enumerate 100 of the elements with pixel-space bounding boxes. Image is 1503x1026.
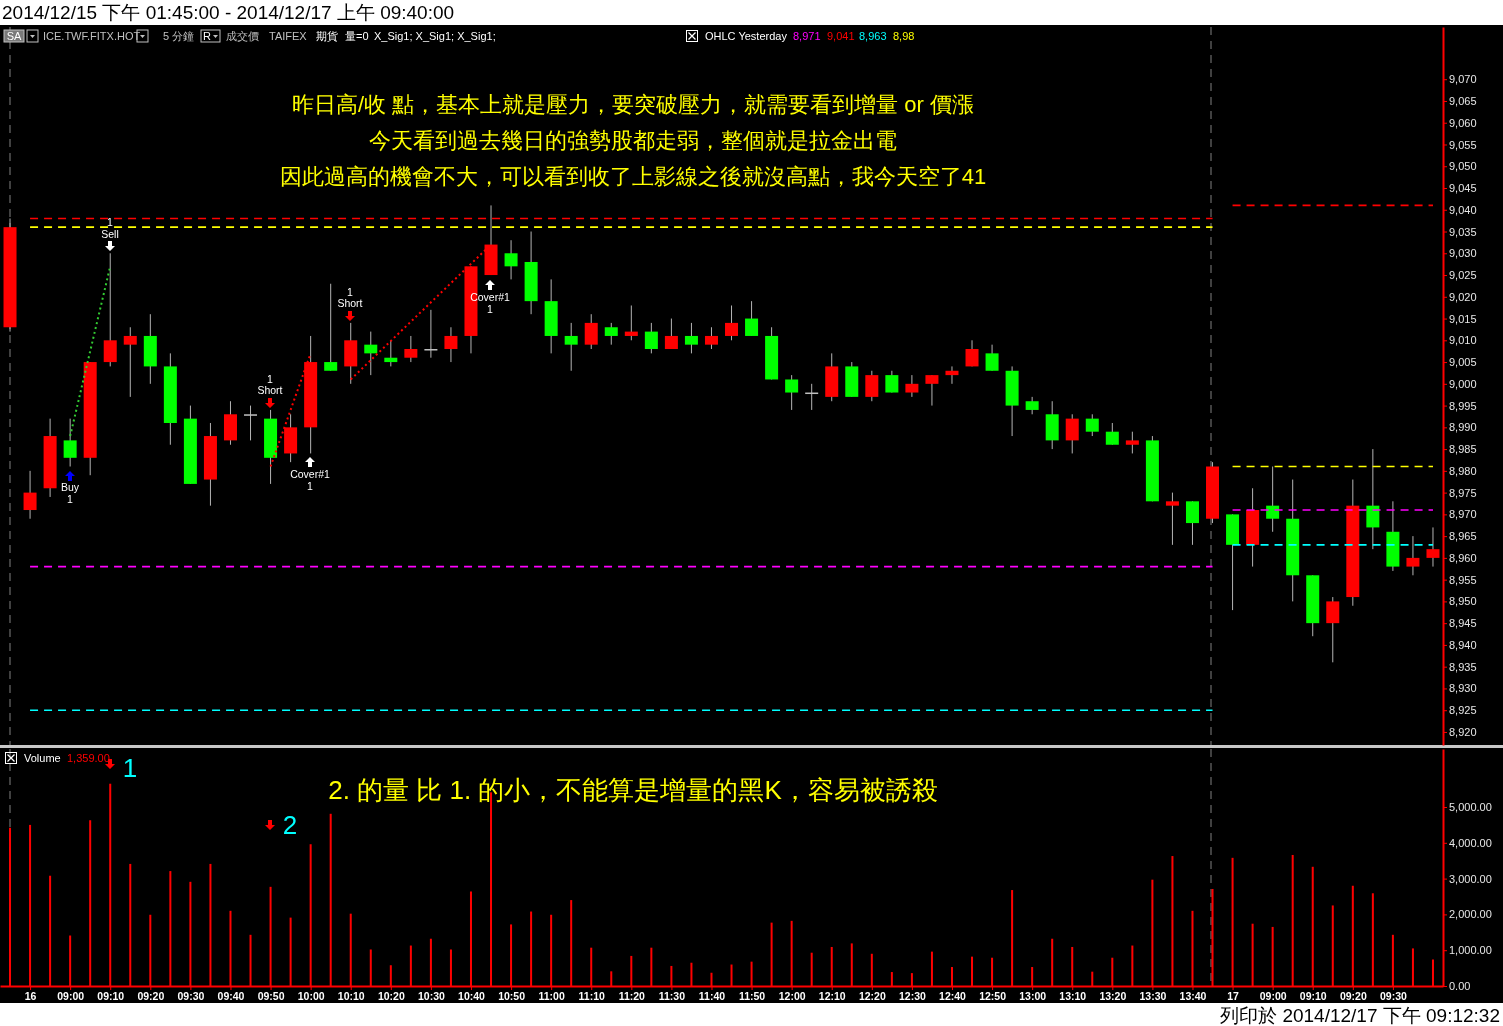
bar [790, 920, 793, 986]
annotation: 2 [282, 810, 298, 840]
candlestick [905, 374, 919, 398]
y-tick-label: 8,980 [1449, 464, 1477, 477]
y-tick-label: 4,000.00 [1449, 836, 1492, 849]
bar [1231, 857, 1234, 986]
x-tick-label: 13:20 [1099, 990, 1127, 1003]
x-tick-label: 12:20 [858, 990, 886, 1003]
chart-title: 2014/12/15 下午 01:45:00 - 2014/12/17 上午 09:40:00 [2, 2, 455, 23]
candlestick [23, 470, 37, 520]
y-tick-label: 0.00 [1449, 980, 1471, 993]
annotation: X_Sig1; X_Sig1; X_Sig1; [374, 30, 496, 42]
candlestick [1366, 448, 1380, 550]
candlestick [324, 283, 338, 372]
candlestick [364, 331, 378, 376]
annotation: 8,98 [893, 30, 915, 42]
y-tick-label: 9,010 [1449, 334, 1477, 347]
y-tick-label: 8,970 [1449, 508, 1477, 521]
y-tick-label: 9,020 [1449, 290, 1477, 303]
x-tick-label: 13:40 [1179, 990, 1207, 1003]
x-tick-label: 12:50 [979, 990, 1007, 1003]
y-tick-label: 5,000.00 [1449, 801, 1492, 814]
candlestick [644, 322, 658, 354]
y-tick-label: 9,015 [1449, 312, 1477, 325]
annotation: 1,359.00 [67, 752, 110, 764]
candlestick [1065, 413, 1079, 454]
x-tick-label: 11:00 [538, 990, 565, 1003]
x-tick-label: 11:50 [738, 990, 766, 1003]
candlestick [103, 252, 117, 367]
x-tick-label: 10:00 [297, 990, 325, 1003]
bar [750, 961, 753, 986]
y-tick-label: 8,945 [1449, 617, 1477, 630]
x-tick-label: 09:20 [1339, 990, 1367, 1003]
candlestick [404, 335, 418, 363]
x-tick-label: 09:50 [257, 990, 285, 1003]
x-tick-label: 09:00 [1259, 990, 1287, 1003]
x-tick-label: 13:10 [1059, 990, 1087, 1003]
candlestick [664, 318, 678, 350]
x-tick-label: 13:00 [1019, 990, 1047, 1003]
bar [1271, 926, 1274, 986]
candlestick [945, 365, 959, 385]
annotation: 9,041 [827, 30, 855, 42]
y-tick-label: 9,065 [1449, 95, 1477, 107]
candlestick [384, 339, 398, 367]
annotation: Short [257, 384, 283, 396]
candlestick [965, 339, 979, 367]
candlestick [704, 326, 718, 350]
annotation: Sell [101, 228, 119, 240]
annotation: ICE.TWF.FITX.HOT [43, 30, 141, 42]
candlestick [584, 313, 598, 350]
annotation: 昨日高/收 點，基本上就是壓力，要突破壓力，就需要看到增量 or 價漲 [291, 92, 975, 117]
y-tick-label: 9,005 [1449, 356, 1477, 369]
x-tick-label: 11:10 [578, 990, 606, 1003]
candlestick [444, 326, 458, 363]
annotation: 1 [107, 216, 114, 228]
annotation: 量=0 [345, 30, 369, 42]
annotation: OHLC Yesterday [705, 30, 788, 42]
x-tick-label: 12:00 [778, 990, 806, 1003]
candlestick [1185, 500, 1199, 546]
candlestick [985, 344, 999, 372]
annotation: 1 [307, 480, 314, 492]
candlestick [1326, 596, 1340, 663]
y-tick-label: 9,000 [1449, 377, 1477, 390]
x-tick-label: 09:10 [97, 990, 125, 1003]
candlestick [1125, 431, 1139, 454]
candlestick [564, 322, 578, 372]
candlestick [1165, 492, 1179, 546]
y-tick-label: 9,050 [1449, 160, 1477, 173]
annotation: 期貨 [316, 30, 338, 42]
y-tick-label: 8,975 [1449, 486, 1477, 499]
y-tick-label: 8,995 [1449, 399, 1477, 412]
y-tick-label: 9,060 [1449, 116, 1477, 129]
candlestick [504, 239, 518, 280]
y-tick-label: 8,925 [1449, 704, 1477, 717]
y-tick-label: 3,000.00 [1449, 872, 1492, 885]
annotation: 1 [347, 286, 354, 298]
y-tick-label: 9,035 [1449, 225, 1477, 238]
candlestick [745, 300, 759, 337]
annotation: 今天看到過去幾日的強勢股都走弱，整個就是拉金出電 [369, 128, 897, 153]
x-tick-label: 10:10 [337, 990, 365, 1003]
candlestick [123, 326, 137, 398]
y-tick-label: 2,000.00 [1449, 908, 1492, 921]
annotation: R [203, 30, 212, 42]
x-tick-label: 16 [24, 990, 37, 1003]
annotation: 8,971 [793, 30, 821, 42]
x-tick-label: 09:40 [217, 990, 245, 1003]
candlestick [624, 305, 638, 341]
y-tick-label: 8,930 [1449, 682, 1477, 695]
annotation: 5 分鐘 [163, 30, 195, 42]
x-tick-label: 10:50 [498, 990, 526, 1003]
candlestick [885, 370, 899, 394]
candlestick [244, 405, 258, 441]
candlestick [1426, 526, 1440, 568]
annotation: Short [337, 297, 363, 309]
x-tick-label: 17 [1227, 990, 1240, 1003]
x-tick-label: 13:30 [1139, 990, 1167, 1003]
x-tick-label: 12:30 [898, 990, 926, 1003]
y-tick-label: 9,030 [1449, 247, 1477, 260]
x-tick-label: 09:30 [1379, 990, 1407, 1003]
y-tick-label: 8,920 [1449, 725, 1477, 738]
